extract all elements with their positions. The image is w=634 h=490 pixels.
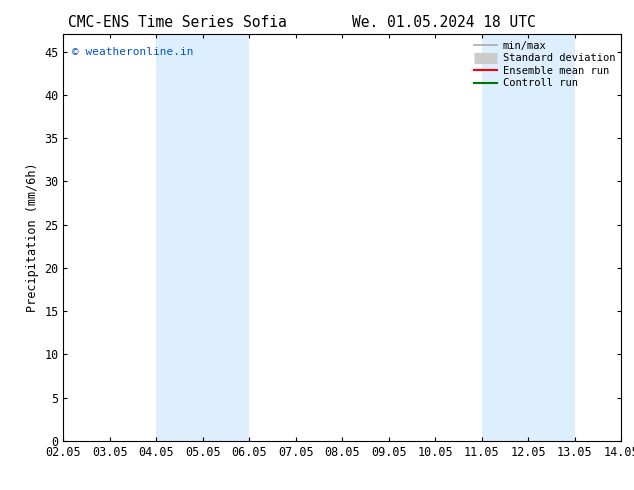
Text: We. 01.05.2024 18 UTC: We. 01.05.2024 18 UTC [352,15,536,30]
Text: CMC-ENS Time Series Sofia: CMC-ENS Time Series Sofia [68,15,287,30]
Bar [157,34,249,441]
Bar [482,34,575,441]
Legend: min/max, Standard deviation, Ensemble mean run, Controll run: min/max, Standard deviation, Ensemble me… [470,36,619,93]
Y-axis label: Precipitation (mm/6h): Precipitation (mm/6h) [26,163,39,313]
Text: © weatheronline.in: © weatheronline.in [72,47,193,56]
